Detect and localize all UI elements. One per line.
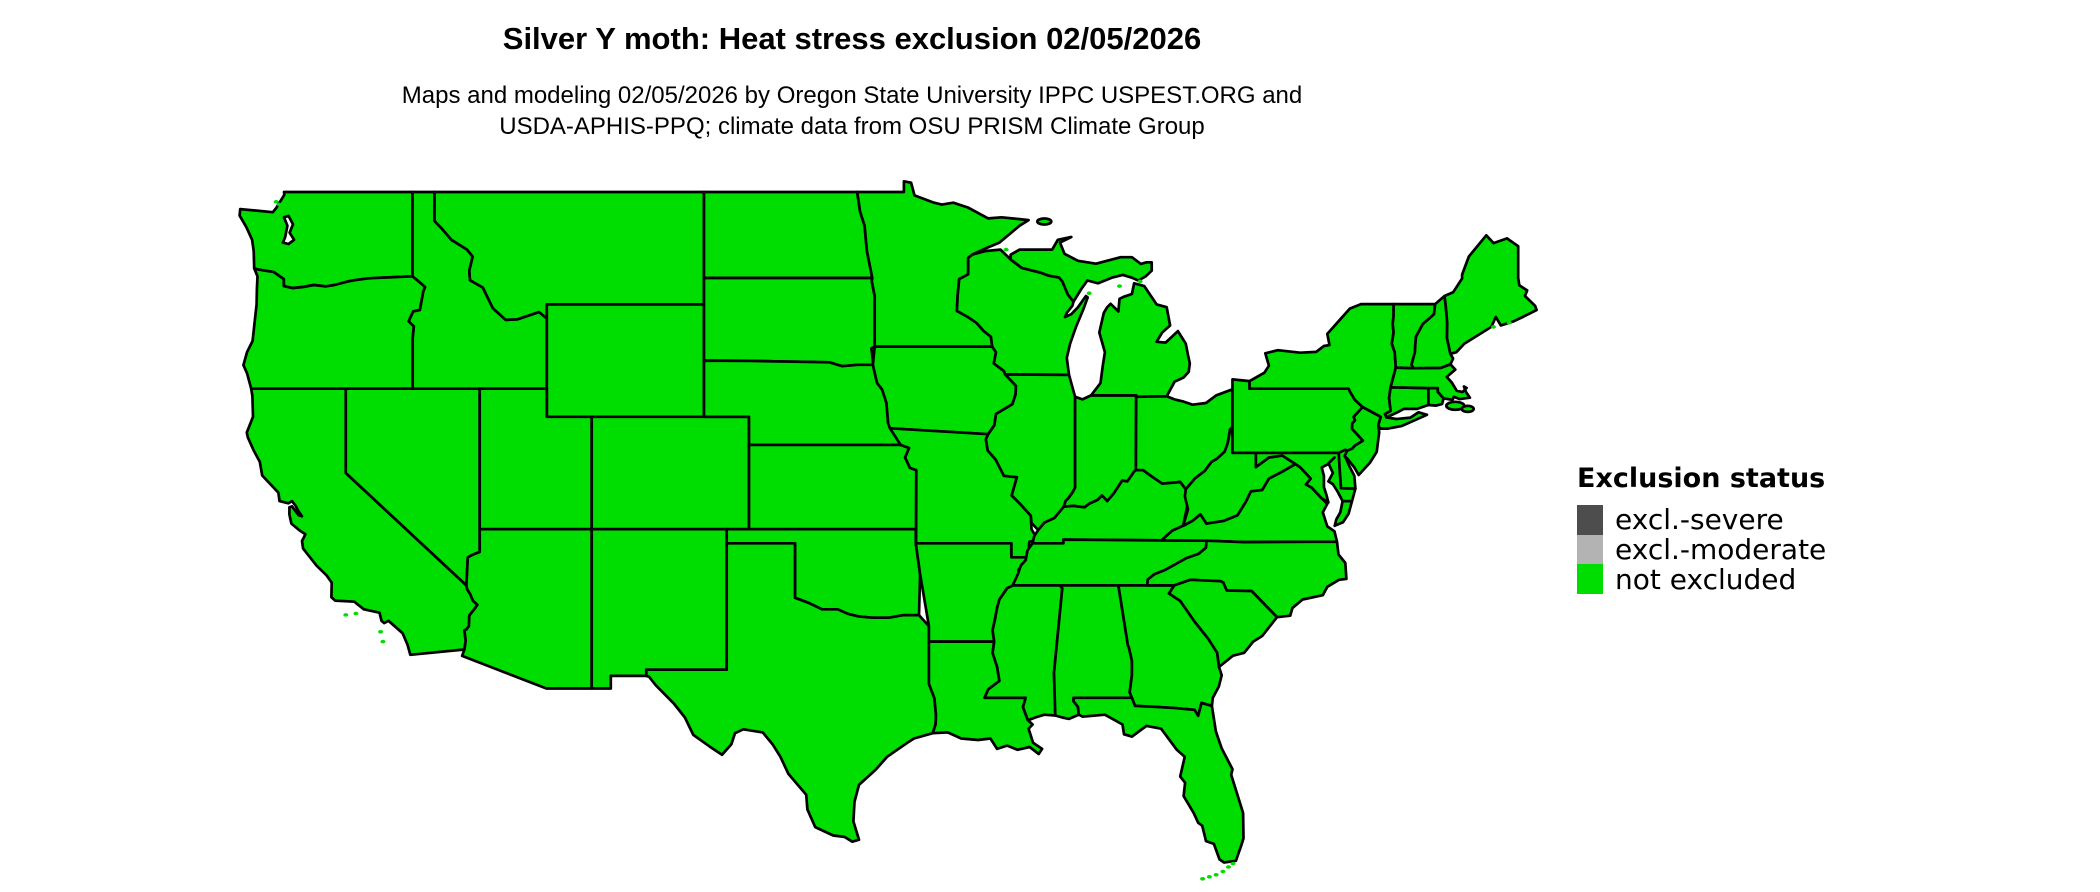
small-island-speck <box>353 611 359 616</box>
small-island-speck <box>378 630 384 634</box>
island-shape <box>1035 217 1053 226</box>
small-island-speck <box>380 639 386 644</box>
small-island-speck <box>1491 325 1496 329</box>
small-island-speck <box>1230 861 1236 866</box>
legend-label-not-excluded: not excluded <box>1615 562 1797 596</box>
state-shape-nd <box>702 190 874 280</box>
legend-label-moderate: excl.-moderate <box>1615 533 1827 567</box>
state-shape-md <box>1254 451 1357 504</box>
small-island-speck <box>1226 865 1231 869</box>
state-shape-mi <box>1089 281 1192 399</box>
small-island-speck <box>1206 875 1212 879</box>
map-title: Silver Y moth: Heat stress exclusion 02/… <box>502 21 1202 56</box>
map-subtitle: Maps and modeling 02/05/2026 by Oregon S… <box>0 80 1704 142</box>
state-shape-sd <box>702 276 877 368</box>
small-island-speck <box>1220 869 1226 874</box>
legend-swatch-severe <box>1577 505 1603 535</box>
state-shape-fl <box>1072 696 1245 864</box>
map-subtitle-line1: Maps and modeling 02/05/2026 by Oregon S… <box>401 82 1303 109</box>
small-island-speck <box>343 613 349 617</box>
state-shape-miup <box>1009 235 1154 303</box>
state-shape-sc <box>1167 578 1279 669</box>
state-shape-ks <box>747 443 918 531</box>
figure-header: Silver Y moth: Heat stress exclusion 02/… <box>0 22 1704 142</box>
legend-title: Exclusion status <box>1577 463 1826 494</box>
state-shape-nm <box>590 527 729 690</box>
state-shape-wy <box>545 303 706 419</box>
legend-item: excl.-severe <box>1577 503 1826 537</box>
state-shape-or <box>242 267 427 391</box>
legend-item: not excluded <box>1577 562 1826 596</box>
legend-swatch-not-excluded <box>1577 564 1603 595</box>
small-island-speck <box>1003 247 1009 252</box>
legend: Exclusion status excl.-severe excl.-mode… <box>1577 462 1827 596</box>
small-island-speck <box>1086 291 1092 296</box>
puget-sound-water <box>281 214 296 246</box>
state-shape-az <box>460 527 594 690</box>
small-island-speck <box>1506 320 1512 325</box>
small-island-speck <box>1117 284 1122 288</box>
small-island-speck <box>273 200 279 204</box>
state-shape-pa <box>1231 378 1365 455</box>
legend-swatch-moderate <box>1577 534 1603 565</box>
legend-label-severe: excl.-severe <box>1615 503 1784 537</box>
small-island-speck <box>1137 279 1143 284</box>
state-shape-me <box>1443 233 1538 356</box>
map-subtitle-line2: USDA-APHIS-PPQ; climate data from OSU PR… <box>499 113 1205 140</box>
island-shape <box>1460 404 1476 414</box>
state-shape-tx <box>644 541 938 844</box>
small-island-speck <box>1200 877 1206 881</box>
legend-item: excl.-moderate <box>1577 533 1827 567</box>
state-shape-co <box>590 415 751 531</box>
small-island-speck <box>1213 873 1219 877</box>
state-shape-vaes <box>1333 499 1354 528</box>
small-island-speck <box>277 202 282 207</box>
